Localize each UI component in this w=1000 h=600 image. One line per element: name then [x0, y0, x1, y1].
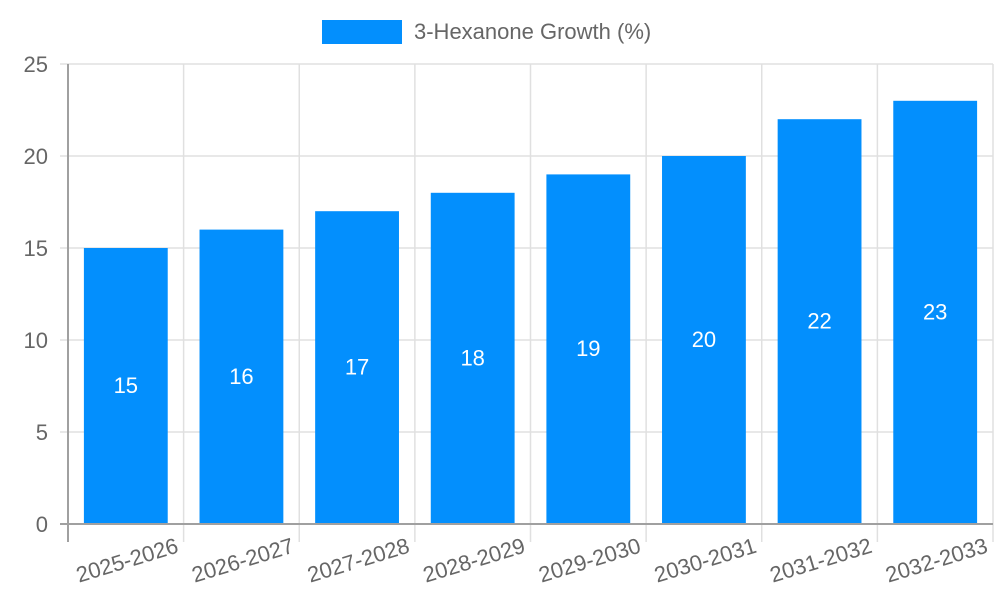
bar — [83, 248, 168, 524]
data-label: 20 — [692, 327, 716, 352]
bar — [315, 211, 399, 524]
data-label: 22 — [807, 309, 831, 334]
bar — [893, 100, 978, 525]
y-tick-label: 10 — [24, 328, 48, 353]
data-label: 15 — [114, 373, 138, 398]
data-label: 16 — [229, 364, 253, 389]
data-label: 19 — [576, 336, 600, 361]
axes — [60, 64, 993, 542]
data-labels: 15 16 17 18 19 20 22 23 — [114, 299, 948, 398]
y-tick-label: 5 — [36, 420, 48, 445]
x-tick-label: 2026-2027 — [189, 533, 297, 588]
x-tick-label: 2028-2029 — [420, 533, 528, 588]
legend-swatch — [322, 20, 402, 44]
y-axis-ticks: 0 5 10 15 20 25 — [24, 52, 48, 537]
data-label: 18 — [460, 345, 484, 370]
x-tick-label: 2031-2032 — [767, 533, 875, 588]
y-tick-label: 15 — [24, 236, 48, 261]
x-axis-ticks: 2025-2026 2026-2027 2027-2028 2028-2029 2029… — [73, 533, 990, 588]
data-label: 23 — [923, 299, 947, 324]
bar — [430, 192, 515, 525]
y-tick-label: 25 — [24, 52, 48, 77]
bar — [546, 174, 631, 524]
bar — [199, 229, 284, 524]
y-tick-label: 0 — [36, 512, 48, 537]
bar — [662, 156, 746, 524]
y-tick-label: 20 — [24, 144, 48, 169]
x-tick-label: 2029-2030 — [536, 533, 644, 588]
legend[interactable]: 3-Hexanone Growth (%) — [322, 19, 651, 45]
bars — [83, 100, 978, 525]
bar — [777, 119, 862, 524]
x-tick-label: 2027-2028 — [304, 533, 412, 588]
x-tick-label: 2025-2026 — [73, 533, 181, 588]
x-tick-label: 2032-2033 — [883, 533, 991, 588]
data-label: 17 — [345, 355, 369, 380]
x-tick-label: 2030-2031 — [651, 533, 759, 588]
legend-label: 3-Hexanone Growth (%) — [414, 19, 652, 44]
